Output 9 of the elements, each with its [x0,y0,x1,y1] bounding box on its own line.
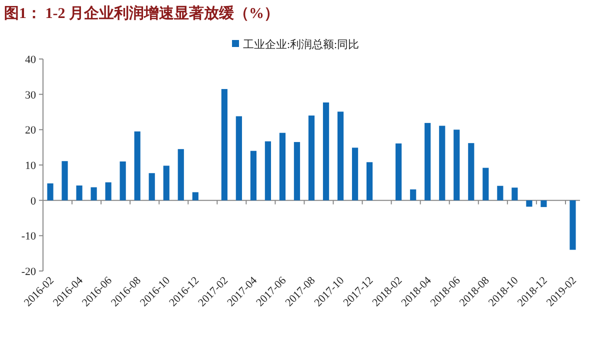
y-tick-label: 30 [25,89,36,102]
y-tick-label: 20 [25,124,36,137]
y-tick-label: -10 [21,230,36,243]
y-tick-label: 0 [30,195,36,208]
y-tick-label: -20 [21,266,36,278]
y-tick-label: 10 [25,160,36,172]
legend-label: 工业企业:利润总额:同比 [243,38,360,51]
y-tick-label: 40 [25,54,36,66]
chart-title: 图1： 1-2 月企业利润增速显著放缓（%） [4,4,279,22]
